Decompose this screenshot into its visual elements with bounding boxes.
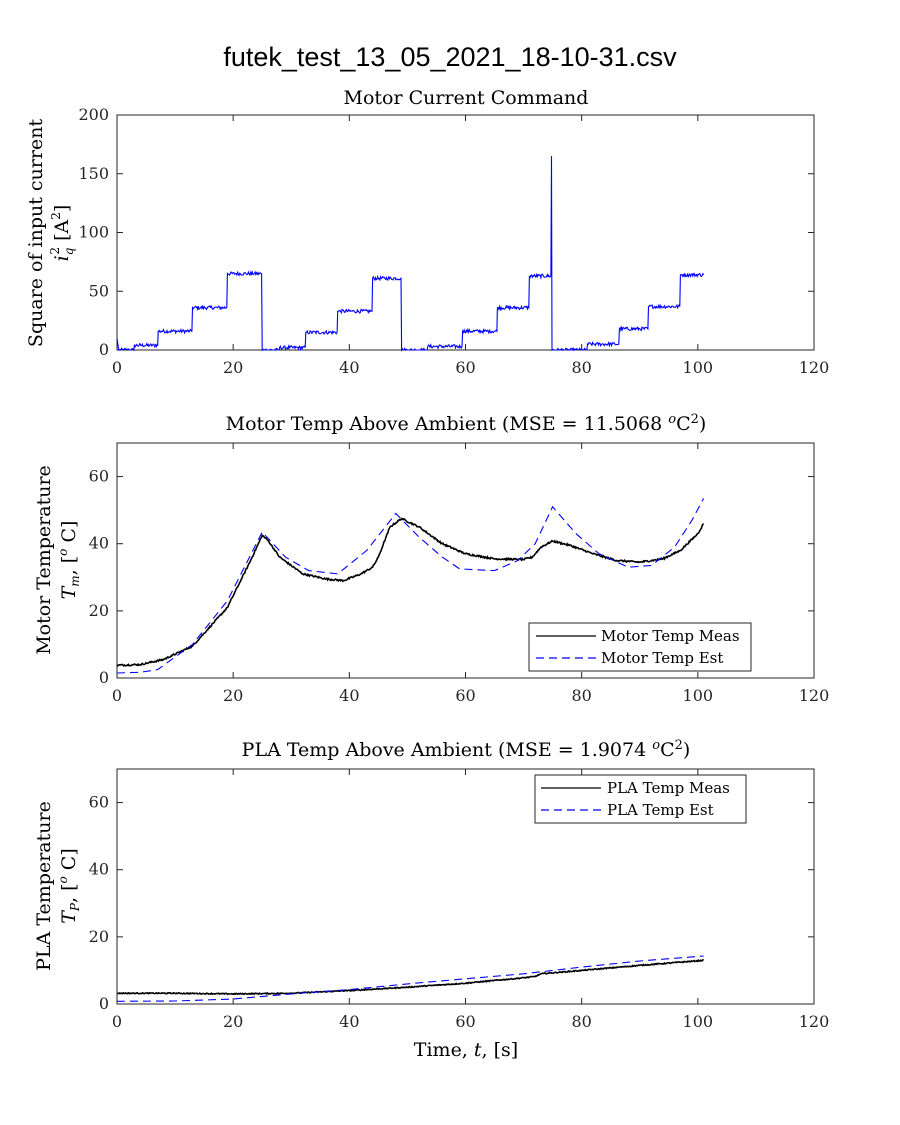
plot-lines	[116, 498, 705, 674]
x-tick-label: 100	[683, 1012, 714, 1031]
chart-pla-temp: PLA Temp Above Ambient (MSE = 1.9074 oC2…	[33, 738, 829, 1061]
chart-motor-current: Motor Current Command Square of input cu…	[25, 87, 829, 377]
y-axis-label: PLA Temperature TP, [o C]	[33, 801, 82, 971]
y-tick-label: 100	[78, 223, 109, 242]
y-tick-label: 50	[89, 281, 109, 300]
y-tick-label: 40	[89, 860, 109, 879]
series-line-1	[116, 955, 704, 1002]
x-axis-label: Time, t, [s]	[414, 1039, 518, 1061]
x-tick-label: 120	[799, 1012, 830, 1031]
plot-lines	[116, 955, 705, 1002]
x-tick-label: 80	[571, 1012, 591, 1031]
y-axis-label-line1: PLA Temperature	[33, 801, 55, 971]
plot-area	[116, 114, 815, 351]
y-axis-label-line2: iq2 [A2]	[48, 205, 76, 262]
series-line-0	[116, 156, 705, 353]
y-tick-label: 60	[89, 467, 109, 486]
x-tick-label: 40	[339, 358, 359, 377]
x-tick-label: 60	[455, 686, 475, 705]
y-tick-label: 60	[89, 793, 109, 812]
figure-title: futek_test_13_05_2021_18-10-31.csv	[223, 42, 677, 72]
y-axis-label-line1: Motor Temperature	[33, 465, 55, 655]
y-axis-label: Square of input current iq2 [A2]	[25, 119, 76, 348]
chart-motor-temp: Motor Temp Above Ambient (MSE = 11.5068 …	[33, 412, 829, 705]
chart-title: PLA Temp Above Ambient (MSE = 1.9074 oC2…	[242, 738, 691, 761]
y-axis-label-line2: Tm, [o C]	[56, 521, 82, 600]
x-tick-label: 100	[683, 358, 714, 377]
y-axis-label-line2: TP, [o C]	[56, 848, 82, 924]
chart-title: Motor Current Command	[344, 87, 589, 109]
x-tick-label: 60	[455, 358, 475, 377]
legend: PLA Temp Meas PLA Temp Est	[534, 774, 747, 824]
y-tick-label: 0	[99, 994, 109, 1013]
x-tick-label: 0	[112, 358, 122, 377]
series-line-0	[117, 958, 705, 996]
x-tick-label: 80	[571, 686, 591, 705]
legend-label-est: PLA Temp Est	[607, 801, 714, 819]
series-line-1	[116, 498, 705, 674]
axis-ticks: 0 20 40 60 80 100 120 0 20 40 60	[89, 443, 830, 705]
y-tick-label: 20	[89, 927, 109, 946]
x-tick-label: 0	[112, 686, 122, 705]
plot-lines	[116, 156, 705, 353]
y-tick-label: 20	[89, 601, 109, 620]
x-tick-label: 80	[571, 358, 591, 377]
x-tick-label: 40	[339, 1012, 359, 1031]
legend: Motor Temp Meas Motor Temp Est	[528, 622, 752, 672]
axis-ticks: 0 20 40 60 80 100 120 0 50 100 150 200	[78, 105, 829, 377]
x-tick-label: 20	[223, 1012, 243, 1031]
y-tick-label: 200	[78, 105, 109, 124]
y-tick-label: 150	[78, 164, 109, 183]
x-tick-label: 40	[339, 686, 359, 705]
y-axis-label-line1: Square of input current	[25, 119, 47, 348]
x-tick-label: 20	[223, 358, 243, 377]
series-line-0	[116, 517, 705, 667]
x-tick-label: 60	[455, 1012, 475, 1031]
legend-label-meas: PLA Temp Meas	[607, 779, 730, 797]
chart-title: Motor Temp Above Ambient (MSE = 11.5068 …	[226, 412, 707, 435]
x-tick-label: 120	[799, 358, 830, 377]
x-tick-label: 100	[683, 686, 714, 705]
x-tick-label: 120	[799, 686, 830, 705]
axis-ticks: 0 20 40 60 80 100 120 0 20 40 60	[89, 769, 830, 1031]
x-tick-label: 0	[112, 1012, 122, 1031]
legend-label-est: Motor Temp Est	[601, 649, 723, 667]
x-tick-label: 20	[223, 686, 243, 705]
y-tick-label: 40	[89, 534, 109, 553]
y-tick-label: 0	[99, 668, 109, 687]
legend-label-meas: Motor Temp Meas	[601, 627, 740, 645]
y-axis-label: Motor Temperature Tm, [o C]	[33, 465, 82, 655]
y-tick-label: 0	[99, 340, 109, 359]
